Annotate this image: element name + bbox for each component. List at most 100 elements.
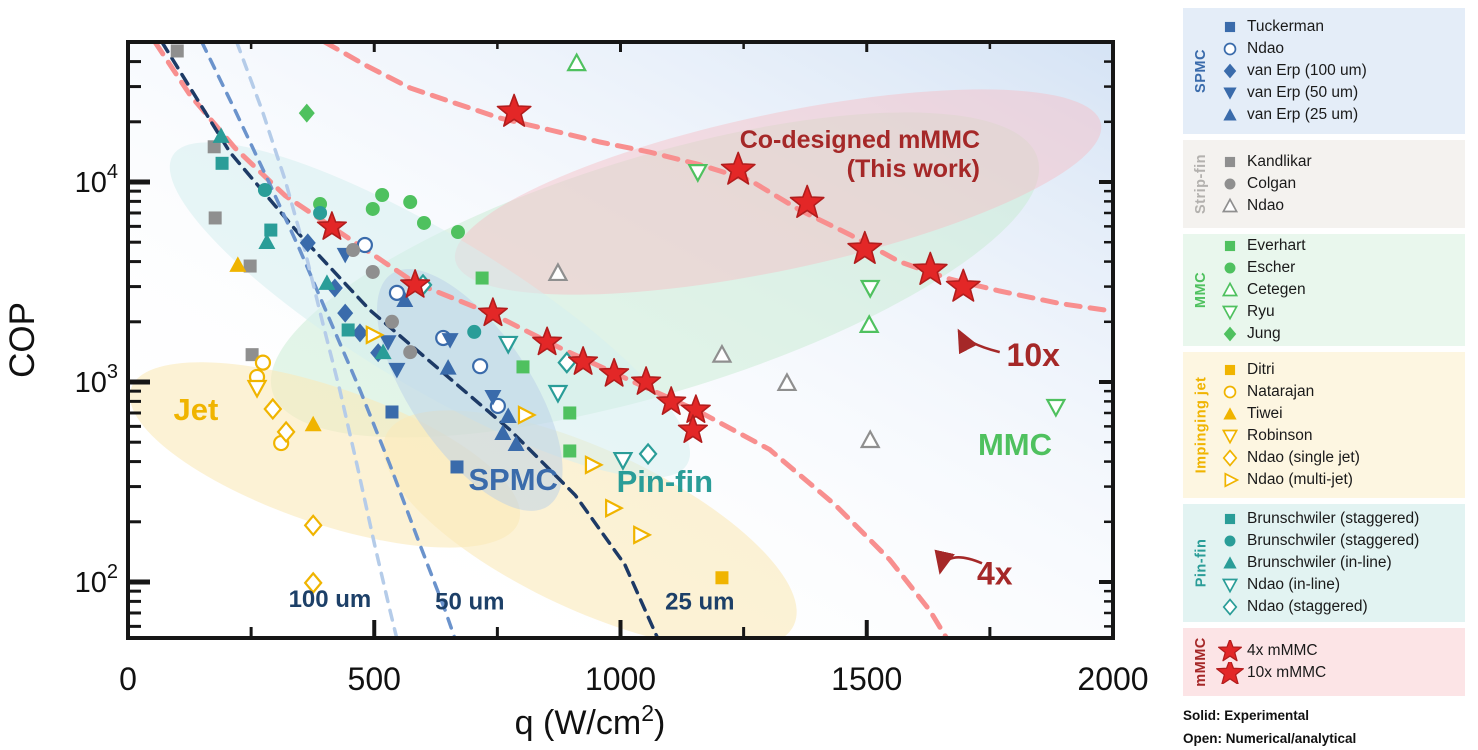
circle-marker-icon — [403, 195, 418, 210]
diamond-marker-icon — [1223, 326, 1237, 342]
triangle-up-marker-icon — [1213, 403, 1247, 425]
diamond-marker-icon — [1222, 449, 1238, 467]
star-marker-icon — [316, 211, 348, 240]
legend-group-spmc: SPMC Tuckerman Ndao van Erp (100 um) van Erp… — [1183, 8, 1465, 134]
triangle-down-marker-icon — [1045, 398, 1067, 418]
legend-group-label-pin-fin: Pin-fin — [1193, 538, 1210, 588]
circle-marker-icon — [467, 324, 482, 339]
legend-item-van-erp-25-um: van Erp (25 um) — [1213, 104, 1465, 126]
legend-item-label: Ndao (staggered) — [1247, 598, 1368, 615]
square-marker-icon — [516, 360, 530, 374]
triangle-down-marker-icon — [379, 335, 397, 351]
star-marker-icon — [912, 251, 948, 286]
legend-item-label: Ndao (multi-jet) — [1247, 471, 1353, 488]
legend-item-label: Cetegen — [1247, 281, 1306, 298]
series-spmc-tuckerman — [385, 405, 464, 474]
legend-item-label: Ndao (in-line) — [1247, 576, 1341, 593]
triangle-down-marker-icon — [484, 390, 502, 406]
square-marker-icon — [1224, 513, 1236, 525]
x-tick-label: 0 — [119, 661, 137, 697]
square-marker-icon — [1224, 364, 1236, 376]
square-marker-icon — [1213, 16, 1247, 38]
star-marker-icon — [598, 357, 630, 387]
series-mmc-ryu — [687, 164, 1067, 418]
legend-note-solid: Solid: Experimental — [1183, 708, 1310, 723]
legend-item-brunschwiler-staggered: Brunschwiler (staggered) — [1213, 530, 1465, 552]
circle-marker-icon — [375, 187, 390, 202]
legend-item-tiwei: Tiwei — [1213, 403, 1465, 425]
legend-item-everhart: Everhart — [1213, 235, 1465, 257]
y-tick-label: 102 — [75, 561, 118, 599]
legend-item-label: Kandlikar — [1247, 153, 1312, 170]
legend-item-ndao-single-jet: Ndao (single jet) — [1213, 447, 1465, 469]
triangle-down-marker-icon — [1213, 574, 1247, 596]
legend-group-impinging-jet: Impinging jet Ditri Natarajan Tiwei Robinson… — [1183, 352, 1465, 498]
y-axis-title: COP — [3, 302, 42, 378]
legend-item-ryu: Ryu — [1213, 301, 1465, 323]
star-marker-icon — [1216, 662, 1244, 684]
triangle-down-marker-icon — [388, 362, 406, 379]
legend-item-label: Robinson — [1247, 427, 1313, 444]
series-spmc-van-erp-25-um — [396, 291, 525, 451]
circle-marker-icon — [1213, 173, 1247, 195]
diamond-marker-icon — [298, 103, 315, 123]
diamond-marker-icon — [276, 420, 296, 444]
legend-item-label: Ryu — [1247, 303, 1275, 320]
circle-marker-icon — [472, 358, 489, 375]
circle-marker-icon — [403, 345, 418, 360]
annotation-100-um: 100 um — [289, 586, 372, 613]
star-marker-icon — [1213, 640, 1247, 662]
legend-item-van-erp-50-um: van Erp (50 um) — [1213, 82, 1465, 104]
triangle-down-marker-icon — [246, 379, 268, 399]
legend-item-10x-mmmc: 10x mMMC — [1213, 662, 1465, 684]
circle-marker-icon — [416, 215, 431, 230]
square-marker-icon — [385, 405, 399, 419]
legend-group-label-spmc: SPMC — [1193, 49, 1209, 93]
legend-item-ditri: Ditri — [1213, 359, 1465, 381]
triangle-up-marker-icon — [858, 314, 880, 333]
series-mmc-everhart — [475, 271, 577, 458]
x-tick-label: 500 — [348, 661, 401, 697]
x-axis-title: q (W/cm2) — [515, 700, 666, 742]
triangle-down-marker-icon — [1221, 305, 1239, 321]
legend-item-escher: Escher — [1213, 257, 1465, 279]
star-marker-icon — [656, 386, 687, 416]
series-pin-fin-brunschwiler-in-line — [212, 127, 392, 360]
star-marker-icon — [680, 394, 711, 424]
triangle-up-marker-icon — [374, 343, 392, 360]
circle-marker-icon — [1223, 385, 1237, 399]
square-marker-icon — [475, 271, 489, 285]
diamond-marker-icon — [303, 571, 323, 595]
diamond-marker-icon — [351, 323, 368, 343]
legend-item-label: Ditri — [1247, 361, 1275, 378]
diamond-marker-icon — [1213, 447, 1247, 469]
y-tick-label: 104 — [75, 161, 118, 199]
triangle-up-marker-icon — [1223, 556, 1237, 569]
square-marker-icon — [563, 406, 577, 420]
triangle-right-marker-icon — [365, 325, 385, 345]
legend-item-kandlikar: Kandlikar — [1213, 151, 1465, 173]
series-mmc-jung — [298, 103, 315, 123]
square-marker-icon — [563, 444, 577, 458]
circle-marker-icon — [1213, 257, 1247, 279]
triangle-up-marker-icon — [396, 291, 414, 308]
x-tick-label: 1500 — [831, 661, 902, 697]
square-marker-icon — [245, 348, 259, 362]
diamond-marker-icon — [337, 303, 354, 323]
square-marker-icon — [450, 460, 464, 474]
legend-group-mmmc: mMMC 4x mMMC 10x mMMC — [1183, 628, 1465, 696]
circle-marker-icon — [1213, 530, 1247, 552]
annotation-co-designed-mmmc: Co-designed mMMC — [740, 126, 980, 154]
square-marker-icon — [243, 259, 257, 273]
legend-item-label: Natarajan — [1247, 383, 1315, 400]
square-marker-icon — [1224, 240, 1236, 252]
series-mmc-escher — [313, 187, 465, 240]
series-mmmc-10x-mmmc — [496, 93, 981, 302]
star-marker-icon — [496, 93, 532, 127]
square-marker-icon — [1213, 359, 1247, 381]
triangle-down-marker-icon — [1223, 87, 1237, 100]
circle-marker-icon — [1224, 262, 1236, 274]
legend-item-robinson: Robinson — [1213, 425, 1465, 447]
triangle-up-marker-icon — [1221, 281, 1239, 297]
legend-item-brunschwiler-in-line: Brunschwiler (in-line) — [1213, 552, 1465, 574]
